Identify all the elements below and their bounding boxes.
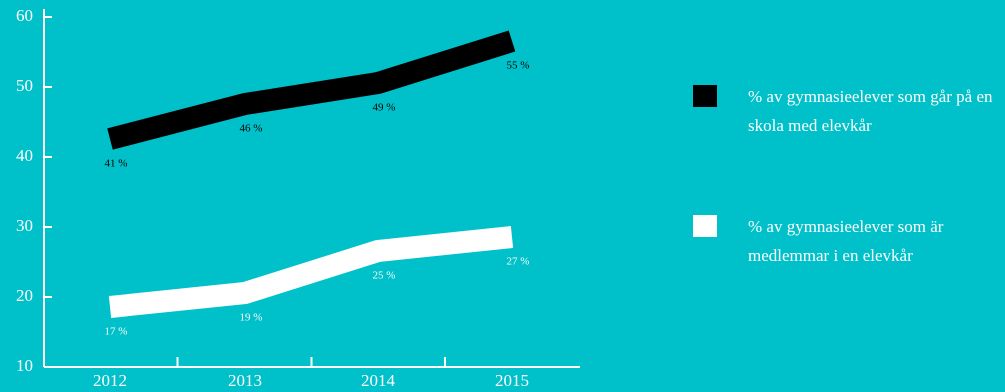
data-label: 27 % xyxy=(507,256,530,268)
legend-label: % av gymnasieelever som är medlemmar i e… xyxy=(748,217,944,265)
legend-label: % av gymnasieelever som går på en skola … xyxy=(748,87,993,135)
y-tick-label: 30 xyxy=(16,216,33,235)
series-line xyxy=(108,226,514,318)
y-tick-label: 40 xyxy=(16,146,33,165)
x-tick-label: 2013 xyxy=(228,371,262,390)
x-tick-label: 2012 xyxy=(93,371,127,390)
data-label: 49 % xyxy=(373,102,396,114)
x-tick-label: 2014 xyxy=(361,371,396,390)
y-tick-label: 60 xyxy=(16,6,33,25)
data-label: 46 % xyxy=(240,123,263,135)
x-tick-label: 2015 xyxy=(495,371,529,390)
data-label: 55 % xyxy=(507,60,530,72)
series-line xyxy=(107,30,516,150)
y-tick-label: 50 xyxy=(16,76,33,95)
data-label: 41 % xyxy=(105,158,128,170)
data-label: 19 % xyxy=(240,312,263,324)
y-tick-label: 20 xyxy=(16,286,33,305)
legend-swatch xyxy=(693,215,717,237)
legend-swatch xyxy=(693,85,717,107)
y-tick-label: 10 xyxy=(16,356,33,375)
data-label: 25 % xyxy=(373,270,396,282)
data-label: 17 % xyxy=(105,326,128,338)
